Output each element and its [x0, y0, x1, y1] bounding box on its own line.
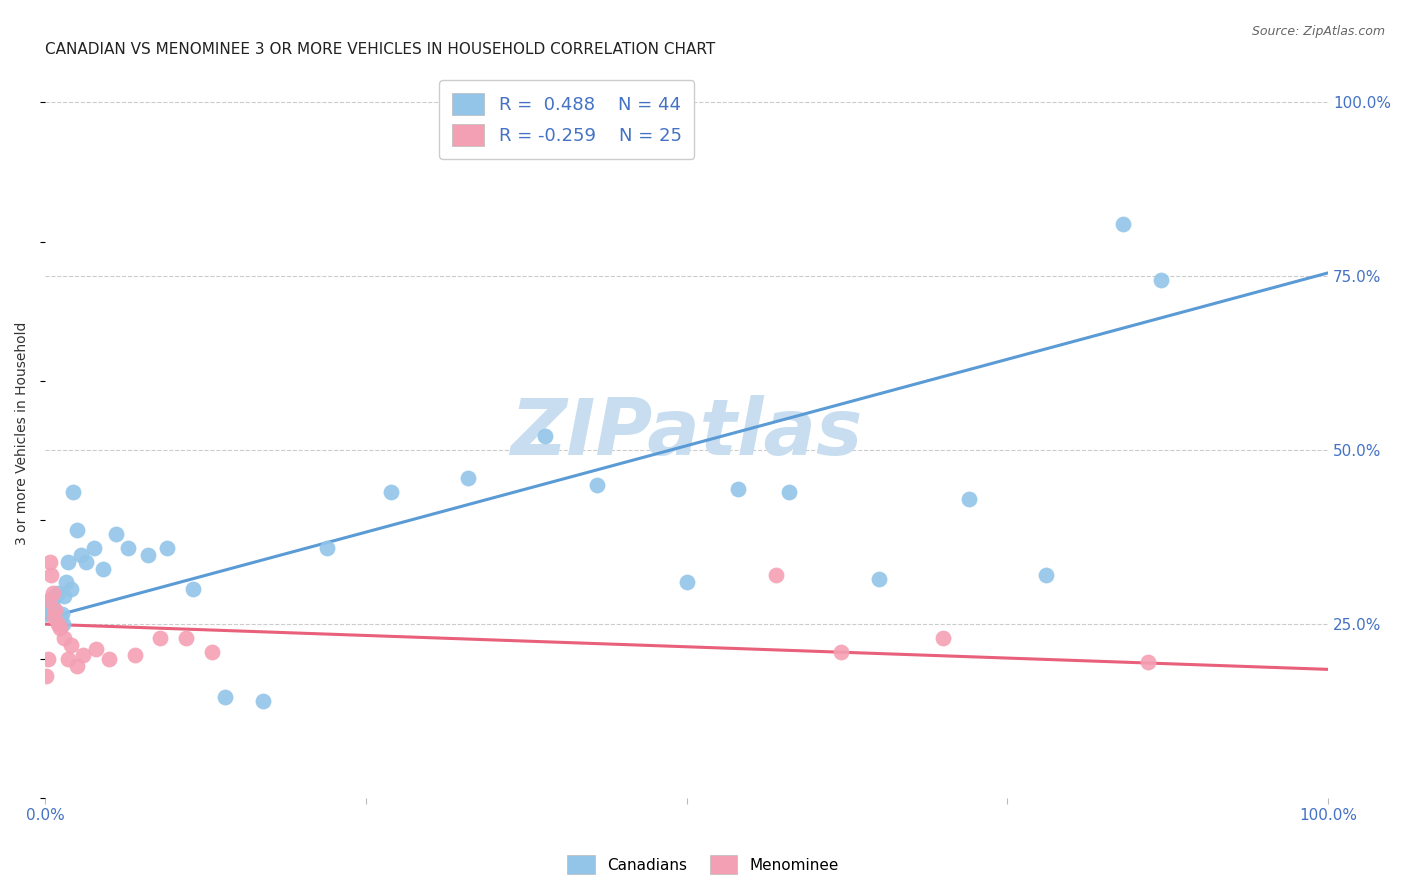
Point: [70, 548, 93, 562]
Point: [727, 482, 749, 496]
Point: [51, 607, 73, 621]
Point: [59, 638, 82, 652]
Point: [42, 607, 65, 621]
Point: [39, 555, 62, 569]
Point: [124, 648, 146, 663]
Point: [35, 669, 58, 683]
Point: [98, 652, 121, 666]
Point: [66, 659, 89, 673]
Point: [39, 603, 62, 617]
Point: [675, 575, 697, 590]
Point: [156, 541, 179, 555]
Point: [46, 586, 69, 600]
Point: [55, 575, 77, 590]
Point: [45, 610, 67, 624]
Point: [174, 631, 197, 645]
Point: [534, 429, 557, 443]
Point: [56, 652, 79, 666]
Point: [201, 645, 224, 659]
Point: [457, 471, 479, 485]
Point: [38, 599, 60, 614]
Point: [46, 617, 69, 632]
Point: [91, 561, 114, 575]
Point: [252, 694, 274, 708]
Point: [75, 555, 97, 569]
Point: [49, 621, 72, 635]
Point: [1035, 568, 1057, 582]
Point: [72, 648, 94, 663]
Point: [37, 652, 59, 666]
Point: [136, 548, 159, 562]
Point: [957, 491, 980, 506]
Text: ZIPatlas: ZIPatlas: [510, 395, 863, 471]
Point: [42, 610, 65, 624]
Text: CANADIAN VS MENOMINEE 3 OR MORE VEHICLES IN HOUSEHOLD CORRELATION CHART: CANADIAN VS MENOMINEE 3 OR MORE VEHICLES…: [45, 42, 716, 57]
Text: Source: ZipAtlas.com: Source: ZipAtlas.com: [1251, 25, 1385, 38]
Point: [214, 690, 236, 705]
Point: [52, 617, 75, 632]
Point: [84, 641, 107, 656]
Point: [104, 526, 127, 541]
Point: [868, 572, 890, 586]
Point: [585, 478, 607, 492]
Point: [41, 586, 63, 600]
Point: [41, 599, 63, 614]
Point: [1137, 656, 1160, 670]
Point: [765, 568, 787, 582]
Point: [41, 568, 63, 582]
Point: [1150, 273, 1173, 287]
Point: [83, 541, 105, 555]
Point: [149, 631, 172, 645]
Point: [48, 610, 70, 624]
Point: [35, 607, 58, 621]
Point: [1112, 217, 1135, 231]
Point: [380, 485, 402, 500]
Point: [778, 485, 800, 500]
Point: [59, 582, 82, 597]
Legend: R =  0.488    N = 44, R = -0.259    N = 25: R = 0.488 N = 44, R = -0.259 N = 25: [439, 80, 695, 159]
Point: [181, 582, 204, 597]
Point: [49, 610, 72, 624]
Point: [62, 485, 84, 500]
Y-axis label: 3 or more Vehicles in Household: 3 or more Vehicles in Household: [15, 321, 30, 544]
Legend: Canadians, Menominee: Canadians, Menominee: [561, 849, 845, 880]
Point: [53, 590, 76, 604]
Point: [37, 596, 59, 610]
Point: [316, 541, 339, 555]
Point: [66, 523, 89, 537]
Point: [38, 592, 60, 607]
Point: [44, 603, 66, 617]
Point: [932, 631, 955, 645]
Point: [56, 555, 79, 569]
Point: [830, 645, 852, 659]
Point: [117, 541, 139, 555]
Point: [44, 590, 66, 604]
Point: [41, 592, 63, 607]
Point: [53, 631, 76, 645]
